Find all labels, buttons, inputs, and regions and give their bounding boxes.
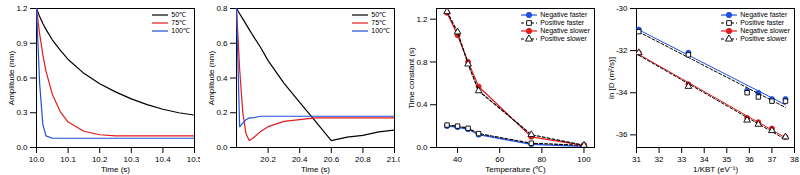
svg-text:0.4: 0.4 <box>216 74 228 83</box>
svg-text:Amplitude (nm): Amplitude (nm) <box>7 51 16 106</box>
svg-text:0.6: 0.6 <box>216 39 228 48</box>
svg-text:0.6: 0.6 <box>16 74 28 83</box>
svg-text:0.2: 0.2 <box>216 108 228 117</box>
html-text:50℃: 50℃ <box>171 11 187 18</box>
svg-text:20.4: 20.4 <box>292 155 308 164</box>
svg-text:Temperature (℃): Temperature (℃) <box>485 165 546 174</box>
svg-text:-36: -36 <box>616 130 628 139</box>
svg-text:37: 37 <box>767 155 776 164</box>
svg-text:38: 38 <box>790 155 799 164</box>
svg-text:60: 60 <box>495 155 504 164</box>
svg-text:10.5: 10.5 <box>187 155 200 164</box>
html-text:Negative faster: Negative faster <box>740 11 788 18</box>
html-text:Positive faster: Positive faster <box>740 19 785 26</box>
svg-text:36: 36 <box>745 155 754 164</box>
svg-text:ln [D (m²/s)]: ln [D (m²/s)] <box>607 57 616 99</box>
svg-text:Time constant (s): Time constant (s) <box>407 47 416 109</box>
svg-text:Time (s): Time (s) <box>301 165 330 174</box>
svg-text:0.0: 0.0 <box>416 143 428 152</box>
svg-text:-34: -34 <box>616 88 628 97</box>
html-text:50℃: 50℃ <box>371 11 387 18</box>
html-text:Positive slower: Positive slower <box>740 35 787 42</box>
svg-text:10.3: 10.3 <box>124 155 140 164</box>
svg-text:0.4: 0.4 <box>416 100 428 109</box>
html-text:Negative slower: Negative slower <box>740 27 790 34</box>
svg-text:0.3: 0.3 <box>16 108 28 117</box>
svg-text:10.0: 10.0 <box>29 155 45 164</box>
svg-text:20.8: 20.8 <box>355 155 371 164</box>
html-text:Positive faster: Positive faster <box>540 19 585 26</box>
svg-text:-32: -32 <box>616 46 628 55</box>
svg-text:-30: -30 <box>616 4 628 13</box>
html-text:Negative faster: Negative faster <box>540 11 588 18</box>
html-text:100℃: 100℃ <box>171 27 190 34</box>
svg-text:Amplitude (nm): Amplitude (nm) <box>207 51 216 106</box>
svg-text:0.8: 0.8 <box>416 58 428 67</box>
svg-text:0.0: 0.0 <box>216 143 228 152</box>
svg-text:1.2: 1.2 <box>416 15 428 24</box>
svg-text:10.1: 10.1 <box>60 155 76 164</box>
svg-text:Time (s): Time (s) <box>101 165 130 174</box>
svg-text:80: 80 <box>537 155 546 164</box>
svg-text:10.4: 10.4 <box>155 155 171 164</box>
svg-text:10.2: 10.2 <box>92 155 108 164</box>
html-text:75℃: 75℃ <box>171 19 187 26</box>
svg-text:0.9: 0.9 <box>16 39 28 48</box>
svg-text:100: 100 <box>577 155 591 164</box>
svg-text:40: 40 <box>453 155 462 164</box>
svg-text:34: 34 <box>700 155 709 164</box>
svg-text:35: 35 <box>722 155 731 164</box>
svg-text:21.0: 21.0 <box>387 155 400 164</box>
svg-text:33: 33 <box>677 155 686 164</box>
html-text:75℃: 75℃ <box>371 19 387 26</box>
svg-text:1/KBT (eV⁻¹): 1/KBT (eV⁻¹) <box>693 165 738 174</box>
svg-text:0.0: 0.0 <box>16 143 28 152</box>
svg-text:0.8: 0.8 <box>216 4 228 13</box>
html-text:100℃: 100℃ <box>371 27 390 34</box>
html-text:Positive slower: Positive slower <box>540 35 587 42</box>
svg-text:1.2: 1.2 <box>16 4 28 13</box>
html-text:Negative slower: Negative slower <box>540 27 590 34</box>
svg-text:31: 31 <box>632 155 641 164</box>
svg-text:20.6: 20.6 <box>324 155 340 164</box>
svg-text:32: 32 <box>655 155 664 164</box>
svg-text:20.2: 20.2 <box>260 155 276 164</box>
